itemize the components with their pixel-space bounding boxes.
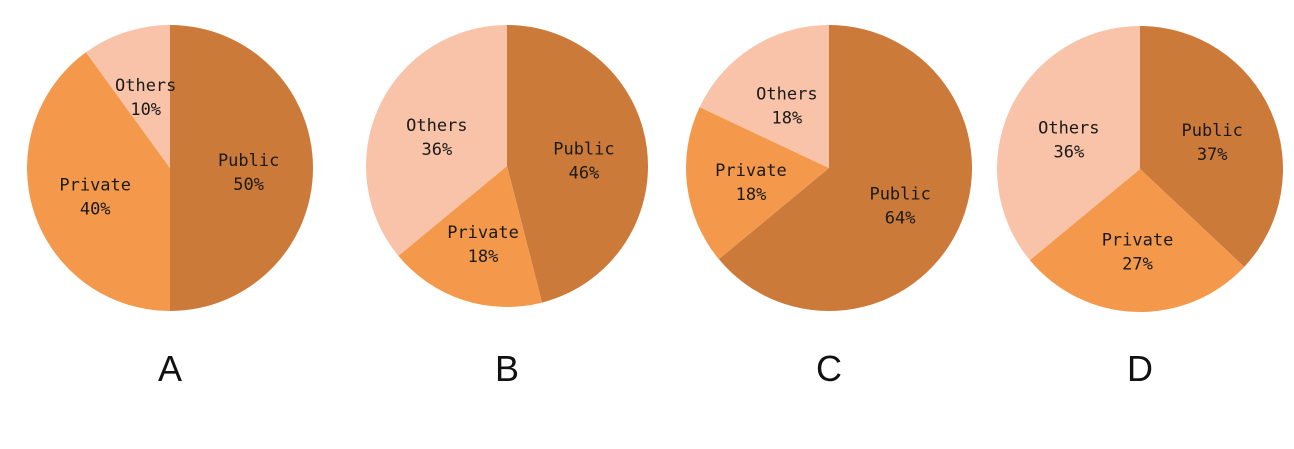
pie-slice-private — [686, 107, 829, 260]
chart-caption: A — [158, 348, 182, 389]
slice-percent-label: 27% — [1122, 255, 1153, 275]
pie-chart-a: Public 50% Private 40% Others 10% A — [27, 25, 313, 389]
slice-percent-label: 46% — [569, 163, 600, 183]
chart-caption: D — [1127, 348, 1153, 389]
slice-percent-label: 18% — [468, 247, 499, 267]
slice-name-label: Others — [1038, 119, 1099, 139]
slice-name-label: Public — [553, 139, 614, 159]
pie-slice-public — [507, 25, 648, 303]
slice-percent-label: 37% — [1197, 145, 1228, 165]
chart-caption: C — [816, 348, 842, 389]
slice-name-label: Public — [1181, 121, 1242, 141]
pie-slice-private — [1029, 169, 1245, 312]
slice-name-label: Private — [1102, 231, 1174, 251]
slice-percent-label: 50% — [233, 175, 264, 195]
pie-slice-public — [718, 24, 972, 312]
slice-percent-label: 36% — [1053, 143, 1084, 163]
slice-name-label: Private — [59, 175, 131, 195]
slice-percent-label: 10% — [130, 100, 161, 120]
slice-name-label: Public — [869, 184, 930, 204]
pie-slice-public — [170, 25, 313, 311]
pie-slice-others — [996, 26, 1140, 261]
slice-name-label: Others — [756, 85, 817, 105]
pie-slice-private — [27, 52, 170, 311]
slice-name-label: Private — [447, 223, 519, 243]
pie-chart-b: Public 46% Private 18% Others 36% B — [365, 25, 648, 389]
slice-percent-label: 18% — [771, 109, 802, 129]
pie-slice-others — [85, 25, 170, 168]
slice-name-label: Public — [218, 151, 279, 171]
pie-slice-public — [1140, 26, 1283, 267]
slice-percent-label: 36% — [421, 140, 452, 160]
slice-name-label: Others — [115, 76, 176, 96]
pie-chart-d: Public 37% Private 27% Others 36% D — [996, 26, 1283, 389]
slice-percent-label: 18% — [736, 185, 767, 205]
pie-slice-others — [699, 25, 829, 168]
slice-name-label: Others — [406, 116, 467, 136]
slice-percent-label: 40% — [80, 199, 111, 219]
chart-caption: B — [495, 348, 519, 389]
pie-slice-private — [398, 166, 543, 307]
slice-percent-label: 64% — [885, 208, 916, 228]
slice-name-label: Private — [715, 161, 787, 181]
pie-chart-c: Public 64% Private 18% Others 18% C — [686, 24, 972, 389]
pie-slice-others — [365, 25, 507, 256]
